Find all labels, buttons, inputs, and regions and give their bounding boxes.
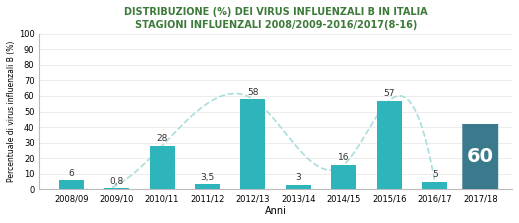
Bar xyxy=(195,184,220,189)
Text: 28: 28 xyxy=(156,134,168,143)
Bar xyxy=(422,182,447,189)
Text: 0,8: 0,8 xyxy=(110,177,124,186)
Text: 60: 60 xyxy=(467,147,494,166)
Bar xyxy=(377,101,402,189)
Y-axis label: Percentuale di virus influenzali B (%): Percentuale di virus influenzali B (%) xyxy=(7,41,16,182)
Text: 58: 58 xyxy=(247,88,258,97)
Bar xyxy=(331,165,357,189)
Text: 3,5: 3,5 xyxy=(200,173,215,182)
Title: DISTRIBUZIONE (%) DEI VIRUS INFLUENZALI B IN ITALIA
STAGIONI INFLUENZALI 2008/20: DISTRIBUZIONE (%) DEI VIRUS INFLUENZALI … xyxy=(124,7,428,30)
Bar xyxy=(104,188,129,189)
X-axis label: Anni: Anni xyxy=(265,206,286,216)
Text: 6: 6 xyxy=(69,169,74,178)
Bar xyxy=(59,180,84,189)
Bar xyxy=(240,99,265,189)
FancyBboxPatch shape xyxy=(462,124,498,190)
Bar xyxy=(149,146,174,189)
Bar xyxy=(286,185,311,189)
Text: 5: 5 xyxy=(432,170,438,179)
Text: 16: 16 xyxy=(338,153,350,162)
Text: 57: 57 xyxy=(384,89,395,98)
Text: 3: 3 xyxy=(295,173,302,182)
